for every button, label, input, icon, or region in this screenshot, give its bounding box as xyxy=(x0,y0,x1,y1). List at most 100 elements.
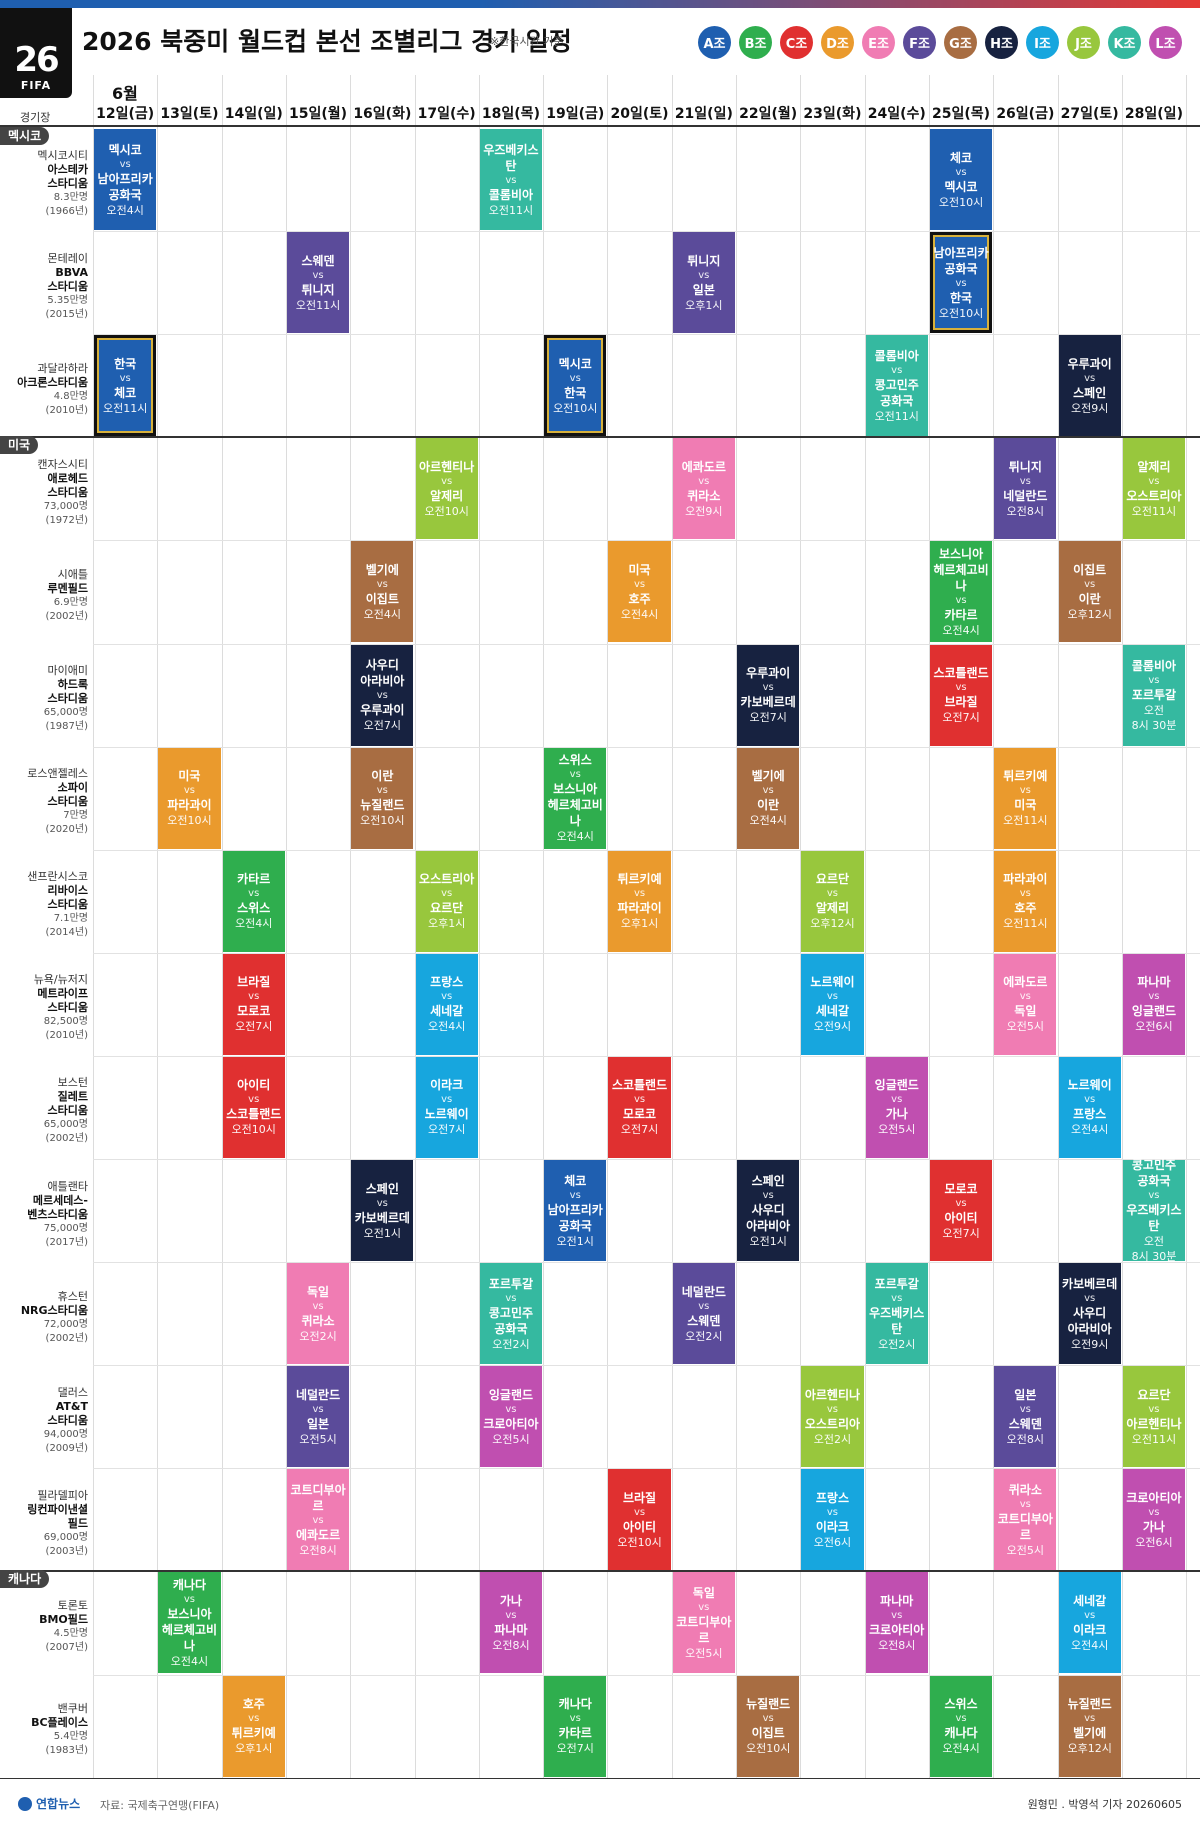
group-badge: K조 xyxy=(1108,26,1141,59)
team-away: 카타르 xyxy=(944,607,978,622)
match-card[interactable]: 일본 vs 스웨덴 오전8시 xyxy=(994,1366,1057,1468)
team-away: 이란 xyxy=(757,798,780,813)
match-card[interactable]: 이라크 vs 노르웨이 오전7시 xyxy=(415,1056,478,1158)
match-card[interactable]: 이집트 vs 이란 오후12시 xyxy=(1058,541,1121,643)
match-card[interactable]: 요르단 vs 아르헨티나 오전11시 xyxy=(1122,1366,1186,1468)
match-card[interactable]: 카타르 vs 스위스 오전4시 xyxy=(222,850,285,952)
match-card[interactable]: 튀니지 vs 일본 오후1시 xyxy=(672,232,735,334)
match-card[interactable]: 튀니지 vs 네덜란드 오전8시 xyxy=(994,438,1057,540)
match-card[interactable]: 콜롬비아 vs 콩고민주 공화국 오전11시 xyxy=(865,335,928,437)
match-card[interactable]: 이란 vs 뉴질랜드 오전10시 xyxy=(351,747,414,849)
match-card[interactable]: 스웨덴 vs 튀니지 오전11시 xyxy=(286,232,350,334)
match-card[interactable]: 크로아티아 vs 가나 오전6시 xyxy=(1122,1469,1186,1571)
match-card[interactable]: 캐나다 vs 카타르 오전7시 xyxy=(544,1675,607,1777)
team-home: 콩고민주 xyxy=(1131,1158,1177,1173)
match-card[interactable]: 콩고민주 공화국 vs 우즈베키스탄 오전 8시 30분 xyxy=(1122,1158,1186,1263)
match-card[interactable]: 알제리 vs 오스트리아 오전11시 xyxy=(1122,438,1186,540)
match-card[interactable]: 네덜란드 vs 스웨덴 오전2시 xyxy=(672,1263,735,1365)
team-home: 잉글랜드 xyxy=(488,1387,534,1402)
kickoff-time: 오전10시 xyxy=(360,814,405,828)
venue-capacity: 4.5만명 xyxy=(53,1627,88,1639)
venue-info: 보스턴 질레트 스타디움 65,000명 (2002년) xyxy=(6,1076,88,1146)
match-card[interactable]: 프랑스 vs 이라크 오전6시 xyxy=(801,1469,864,1571)
match-card[interactable]: 가나 vs 파나마 오전8시 xyxy=(479,1572,543,1674)
match-card[interactable]: 에콰도르 vs 독일 오전5시 xyxy=(994,953,1057,1055)
match-card[interactable]: 네덜란드 vs 일본 오전5시 xyxy=(286,1366,350,1468)
team-away: 이란 xyxy=(1078,591,1101,606)
match-card[interactable]: 파나마 vs 크로아티아 오전8시 xyxy=(865,1572,928,1674)
match-card[interactable]: 벨기에 vs 이란 오전4시 xyxy=(737,747,800,849)
match-card[interactable]: 요르단 vs 알제리 오후12시 xyxy=(801,850,864,952)
match-card[interactable]: 파라과이 vs 호주 오전11시 xyxy=(994,850,1057,952)
match-card[interactable]: 세네갈 vs 이라크 오전4시 xyxy=(1058,1572,1121,1674)
day-header: 12일(금) xyxy=(96,106,155,122)
venue-opened-year: (2017년) xyxy=(45,1236,88,1248)
kickoff-time: 오후12시 xyxy=(810,917,855,931)
match-card[interactable]: 체코 vs 멕시코 오전10시 xyxy=(929,129,993,231)
match-card[interactable]: 튀르키예 vs 파라과이 오후1시 xyxy=(608,850,671,952)
kickoff-time: 오전8시 xyxy=(299,1543,337,1557)
venue-info: 로스앤젤레스 소파이 스타디움 7만명 (2020년) xyxy=(6,767,88,837)
match-card[interactable]: 에콰도르 vs 퀴라소 오전9시 xyxy=(672,438,735,540)
match-card[interactable]: 노르웨이 vs 프랑스 오전4시 xyxy=(1058,1056,1121,1158)
match-card[interactable]: 미국 vs 호주 오전4시 xyxy=(608,541,671,643)
match-card[interactable]: 뉴질랜드 vs 벨기에 오후12시 xyxy=(1058,1675,1121,1777)
team-home: 요르단 xyxy=(815,872,849,887)
match-card[interactable]: 캐나다 vs 보스니아 헤르체고비나 오전4시 xyxy=(158,1572,221,1674)
match-card[interactable]: 미국 vs 파라과이 오전10시 xyxy=(158,747,221,849)
match-card[interactable]: 보스니아 헤르체고비나 vs 카타르 오전4시 xyxy=(929,541,993,643)
match-card[interactable]: 포르투갈 vs 우즈베키스탄 오전2시 xyxy=(865,1263,928,1365)
kickoff-time: 오전7시 xyxy=(749,711,787,725)
match-card[interactable]: 벨기에 vs 이집트 오전4시 xyxy=(351,541,414,643)
match-card[interactable]: 뉴질랜드 vs 이집트 오전10시 xyxy=(737,1675,800,1777)
korea-match-card[interactable]: 멕시코 vs 한국 오전10시 xyxy=(544,335,607,437)
team-home: 벨기에 xyxy=(365,562,399,577)
match-card[interactable]: 스페인 vs 카보베르데 오전1시 xyxy=(351,1160,414,1262)
match-card[interactable]: 퀴라소 vs 코트디부아르 오전5시 xyxy=(994,1469,1057,1571)
logo-fifa-text: FIFA xyxy=(20,79,52,92)
match-card[interactable]: 포르투갈 vs 콩고민주 공화국 오전2시 xyxy=(479,1263,543,1365)
vs-label: vs xyxy=(633,888,646,900)
match-card[interactable]: 우루과이 vs 카보베르데 오전7시 xyxy=(737,644,800,746)
match-card[interactable]: 독일 vs 코트디부아르 오전5시 xyxy=(672,1572,735,1674)
match-card[interactable]: 스코틀랜드 vs 브라질 오전7시 xyxy=(929,644,993,746)
team-away: 파나마 xyxy=(494,1622,528,1637)
match-card[interactable]: 스페인 vs 사우디 아라비아 오전1시 xyxy=(737,1160,800,1262)
match-card[interactable]: 스위스 vs 캐나다 오전4시 xyxy=(929,1675,993,1777)
match-card[interactable]: 스코틀랜드 vs 모로코 오전7시 xyxy=(608,1056,671,1158)
kickoff-time: 오전11시 xyxy=(102,401,148,415)
team-away: 독일 xyxy=(1014,1004,1037,1019)
team-away: 코트디부아르 xyxy=(676,1614,732,1645)
korea-match-card[interactable]: 한국 vs 체코 오전11시 xyxy=(94,335,157,437)
match-card[interactable]: 브라질 vs 아이티 오전10시 xyxy=(608,1469,671,1571)
match-card[interactable]: 체코 vs 남아프리카 공화국 오전1시 xyxy=(544,1160,607,1262)
match-card[interactable]: 잉글랜드 vs 크로아티아 오전5시 xyxy=(479,1366,543,1468)
match-card[interactable]: 멕시코 vs 남아프리카 공화국 오전4시 xyxy=(94,129,157,231)
match-card[interactable]: 아르헨티나 vs 오스트리아 오전2시 xyxy=(801,1366,864,1468)
match-card[interactable]: 코트디부아르 vs 에콰도르 오전8시 xyxy=(286,1469,350,1571)
match-card[interactable]: 카보베르데 vs 사우디 아라비아 오전9시 xyxy=(1058,1263,1121,1365)
venue-stadium: 벤츠스타디움 xyxy=(27,1207,88,1221)
match-card[interactable]: 오스트리아 vs 요르단 오후1시 xyxy=(415,850,478,952)
team-away: 멕시코 xyxy=(944,179,978,194)
match-card[interactable]: 독일 vs 퀴라소 오전2시 xyxy=(286,1263,350,1365)
match-card[interactable]: 우루과이 vs 스페인 오전9시 xyxy=(1058,335,1121,437)
match-card[interactable]: 아이티 vs 스코틀랜드 오전10시 xyxy=(222,1056,285,1158)
match-card[interactable]: 브라질 vs 모로코 오전7시 xyxy=(222,953,285,1055)
venue-stadium: 스타디움 xyxy=(47,176,88,190)
match-card[interactable]: 아르헨티나 vs 알제리 오전10시 xyxy=(415,438,478,540)
match-card[interactable]: 튀르키예 vs 미국 오전11시 xyxy=(994,747,1057,849)
match-card[interactable]: 호주 vs 튀르키예 오후1시 xyxy=(222,1675,285,1777)
team-home: 스페인 xyxy=(751,1173,785,1188)
korea-match-card[interactable]: 남아프리카 공화국 vs 한국 오전10시 xyxy=(929,232,993,334)
match-card[interactable]: 콜롬비아 vs 포르투갈 오전 8시 30분 xyxy=(1122,644,1186,746)
match-card[interactable]: 프랑스 vs 세네갈 오전4시 xyxy=(415,953,478,1055)
match-card[interactable]: 노르웨이 vs 세네갈 오전9시 xyxy=(801,953,864,1055)
match-card[interactable]: 우즈베키스탄 vs 콜롬비아 오전11시 xyxy=(479,129,543,231)
match-card[interactable]: 잉글랜드 vs 가나 오전5시 xyxy=(865,1056,928,1158)
venue-stadium: 스타디움 xyxy=(47,1001,88,1015)
match-card[interactable]: 사우디 아라비아 vs 우루과이 오전7시 xyxy=(351,644,414,746)
match-card[interactable]: 모로코 vs 아이티 오전7시 xyxy=(929,1160,993,1262)
match-card[interactable]: 파나마 vs 잉글랜드 오전6시 xyxy=(1122,953,1186,1055)
match-card[interactable]: 스위스 vs 보스니아 헤르체고비나 오전4시 xyxy=(544,747,607,849)
